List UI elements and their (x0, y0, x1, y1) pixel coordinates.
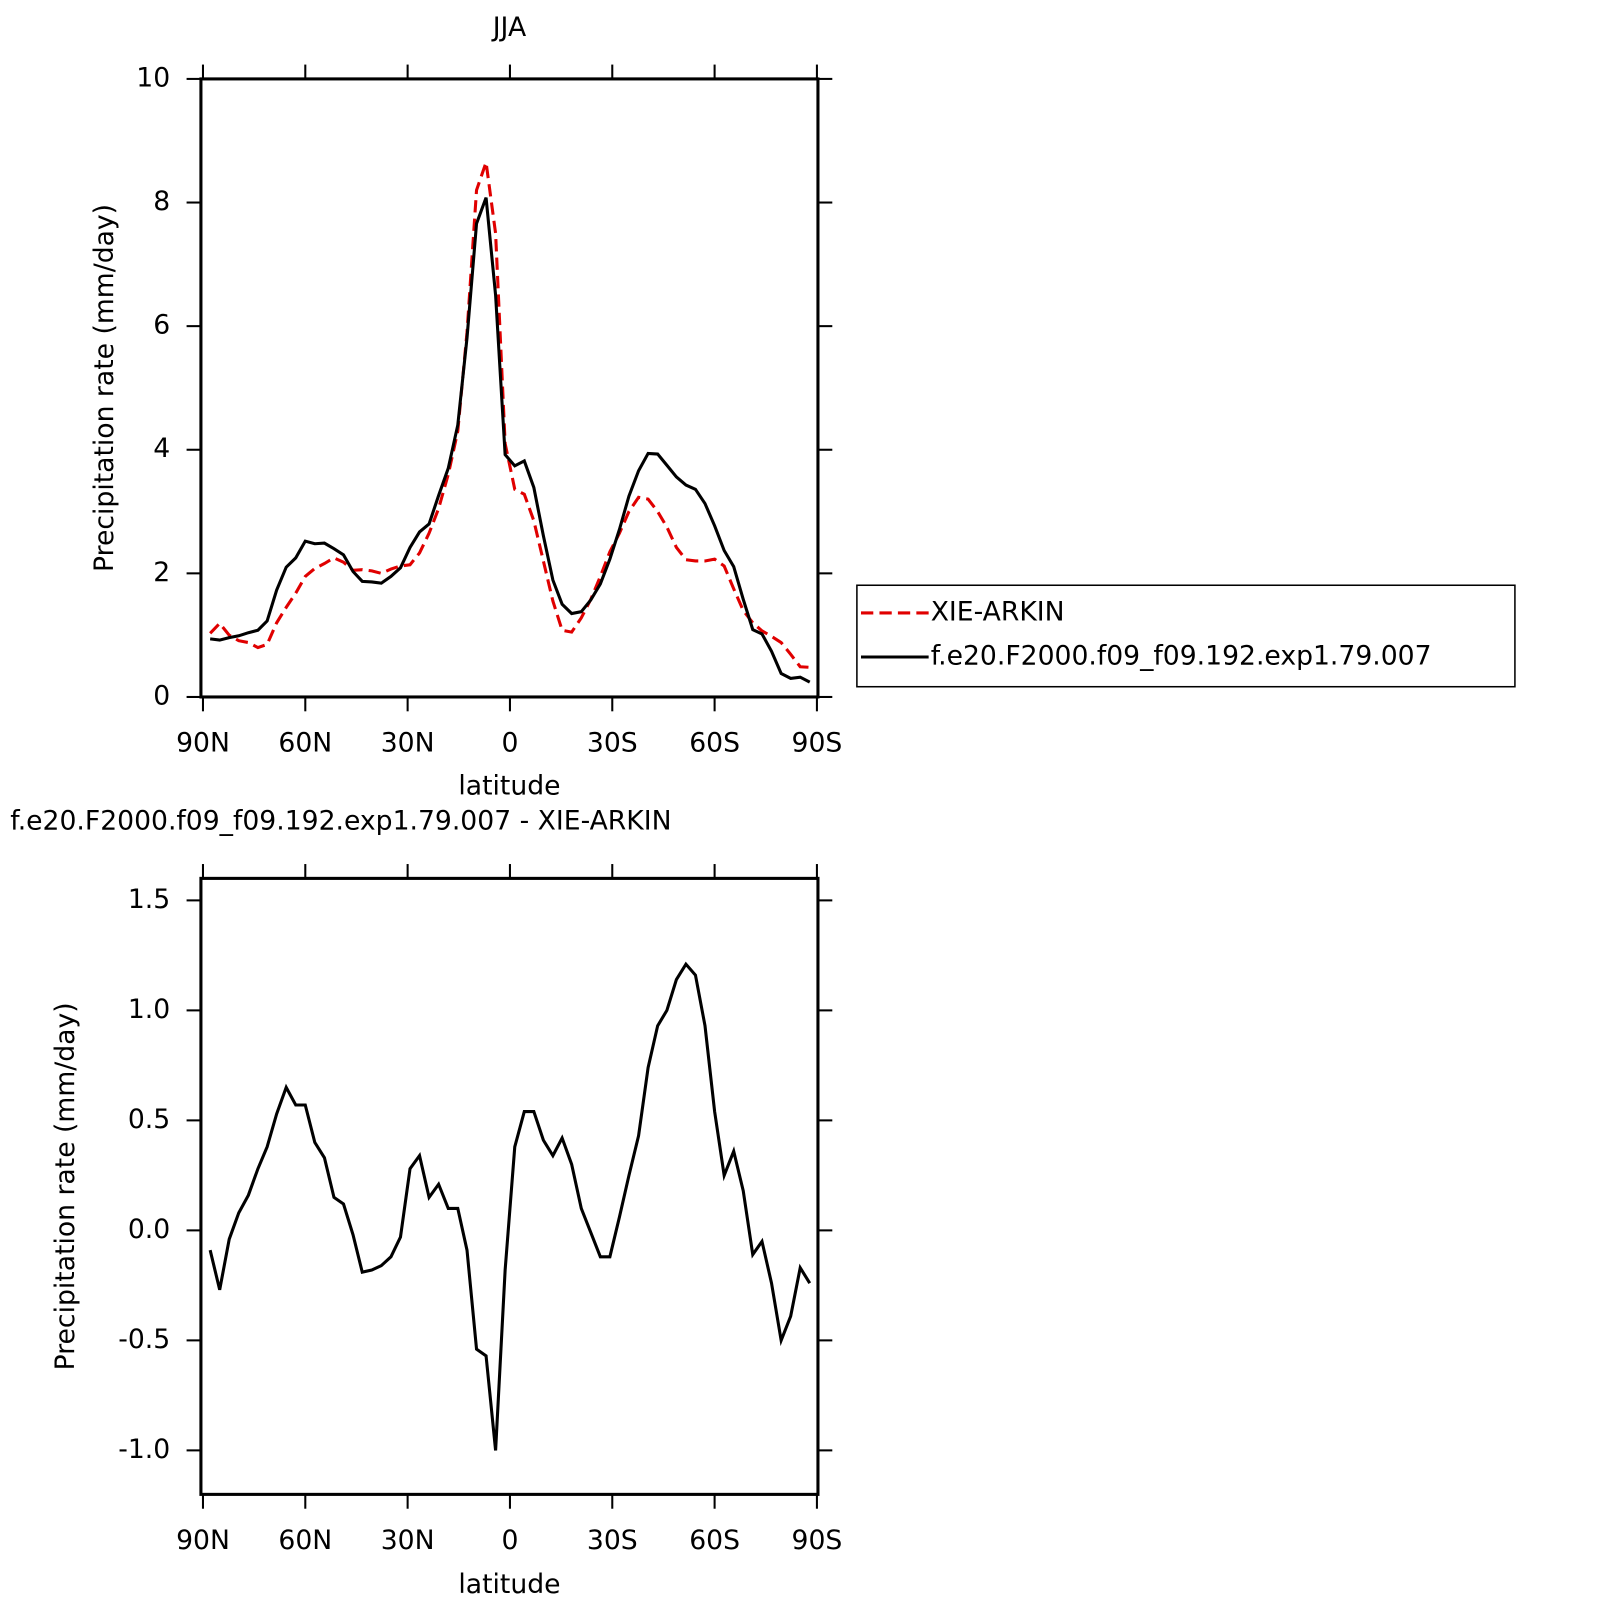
data-line (209, 197, 811, 684)
chart-title: f.e20.F2000.f09_f09.192.exp1.79.007 - XI… (10, 806, 671, 837)
data-line (209, 161, 810, 669)
x-tick-label: 60N (278, 1525, 332, 1556)
y-tick-label: 8 (153, 186, 170, 217)
x-tick-label: 60S (689, 1525, 740, 1556)
y-axis-label: Precipitation rate (mm/day) (50, 1002, 81, 1370)
y-tick-label: -1.0 (118, 1434, 170, 1465)
y-tick-label: 0 (153, 680, 170, 711)
x-tick-label: 30N (381, 728, 435, 759)
y-tick-label: 0.0 (128, 1214, 170, 1245)
y-tick-label: 1.5 (128, 884, 170, 915)
x-tick-label: 30S (587, 1525, 638, 1556)
legend-label: f.e20.F2000.f09_f09.192.exp1.79.007 (931, 640, 1432, 671)
y-tick-label: 0.5 (128, 1104, 170, 1135)
x-tick-label: 90S (792, 728, 843, 759)
legend-box (856, 584, 1516, 688)
x-tick-label: 90N (176, 1525, 230, 1556)
y-tick-label: 10 (136, 62, 170, 93)
plot-frame (199, 77, 820, 699)
x-tick-label: 0 (501, 728, 518, 759)
x-tick-label: 0 (501, 1525, 518, 1556)
y-tick-label: 1.0 (128, 994, 170, 1025)
y-tick-label: 2 (153, 557, 170, 588)
x-tick-label: 90S (792, 1525, 843, 1556)
x-tick-label: 60S (689, 728, 740, 759)
data-line (208, 961, 812, 1451)
x-tick-label: 30S (587, 728, 638, 759)
x-tick-label: 30N (381, 1525, 435, 1556)
y-tick-label: 6 (153, 310, 170, 341)
y-tick-label: 4 (153, 433, 170, 464)
chart-title: JJA (491, 12, 526, 43)
y-axis-label: Precipitation rate (mm/day) (89, 204, 120, 572)
plot-frame (199, 876, 820, 1496)
y-tick-label: -0.5 (118, 1324, 170, 1355)
x-axis-label: latitude (458, 1569, 560, 1600)
legend-label: XIE-ARKIN (931, 596, 1065, 627)
x-tick-label: 90N (176, 728, 230, 759)
x-axis-label: latitude (458, 771, 560, 802)
x-tick-label: 60N (278, 728, 332, 759)
